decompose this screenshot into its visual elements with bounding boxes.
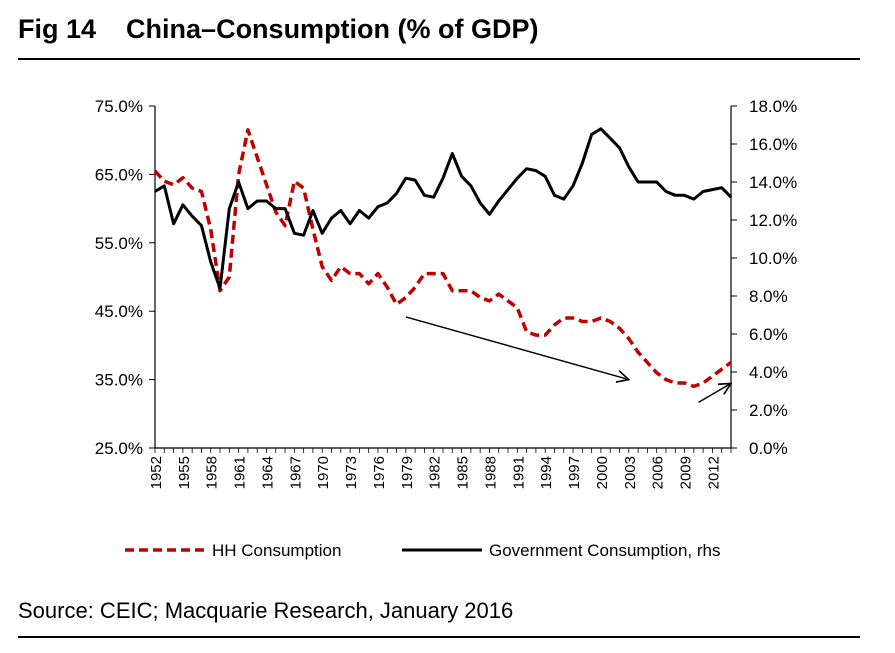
x-axis-tick-label: 1967 [287,456,304,489]
x-axis-tick-label: 2006 [650,456,667,489]
x-axis-tick-label: 1997 [566,456,583,489]
legend-label-1: Government Consumption, rhs [489,541,721,560]
x-axis-tick-label: 1973 [343,456,360,489]
trend-arrow-1 [698,383,731,404]
x-axis-tick-label: 2003 [622,456,639,489]
x-axis-tick-label: 1964 [259,456,276,489]
left-axis-tick-label: 35.0% [95,371,143,390]
right-axis-tick-label: 14.0% [749,173,797,192]
left-axis-tick-label: 55.0% [95,234,143,253]
x-axis-tick-label: 1982 [427,456,444,489]
figure-title-text: China–Consumption (% of GDP) [126,14,539,44]
x-axis-tick-label: 1970 [315,456,332,489]
x-axis-tick-label: 1979 [399,456,416,489]
x-axis-tick-label: 1976 [371,456,388,489]
x-axis-tick-label: 1994 [538,456,555,489]
series-line-0 [153,128,733,389]
series-layer [153,127,733,389]
source-note: Source: CEIC; Macquarie Research, Januar… [18,598,514,623]
right-axis-tick-label: 2.0% [749,401,788,420]
x-axis-tick-label: 2000 [594,456,611,489]
right-axis-tick-label: 8.0% [749,287,788,306]
x-axis-tick-label: 1985 [455,456,472,489]
right-axis-tick-label: 12.0% [749,211,797,230]
figure-title: Fig 14 China–Consumption (% of GDP) [18,14,539,45]
top-rule [18,58,860,60]
x-axis-tick-label: 2009 [678,456,695,489]
bottom-rule [18,636,860,638]
x-axis-tick-label: 2012 [705,456,722,489]
x-axis-tick-label: 1988 [482,456,499,489]
left-axis-tick-label: 75.0% [95,97,143,116]
figure-label: Fig 14 [18,14,97,44]
x-axis-tick-label: 1955 [176,456,193,489]
right-axis-tick-label: 6.0% [749,325,788,344]
right-axis-tick-label: 0.0% [749,439,788,458]
left-axis-tick-label: 25.0% [95,439,143,458]
trend-arrow-0 [405,316,629,380]
x-axis-tick-label: 1991 [510,456,527,489]
annotation-layer [405,316,731,404]
legend: HH Consumption Government Consumption, rh… [125,541,721,560]
x-axis-tick-label: 1961 [232,456,249,489]
legend-label-0: HH Consumption [212,541,341,560]
right-axis-tick-label: 18.0% [749,97,797,116]
right-axis-tick-label: 4.0% [749,363,788,382]
left-axis-tick-label: 45.0% [95,302,143,321]
left-axis-tick-label: 65.0% [95,165,143,184]
x-axis-tick-label: 1952 [148,456,165,489]
right-axis-tick-label: 10.0% [749,249,797,268]
axes: 25.0% 35.0% 45.0% 55.0% 65.0% 75.0% 0.0% 2.0% 4.… [95,97,797,489]
x-axis-tick-label: 1958 [204,456,221,489]
series-line-1 [154,127,733,290]
right-axis-tick-label: 16.0% [749,135,797,154]
